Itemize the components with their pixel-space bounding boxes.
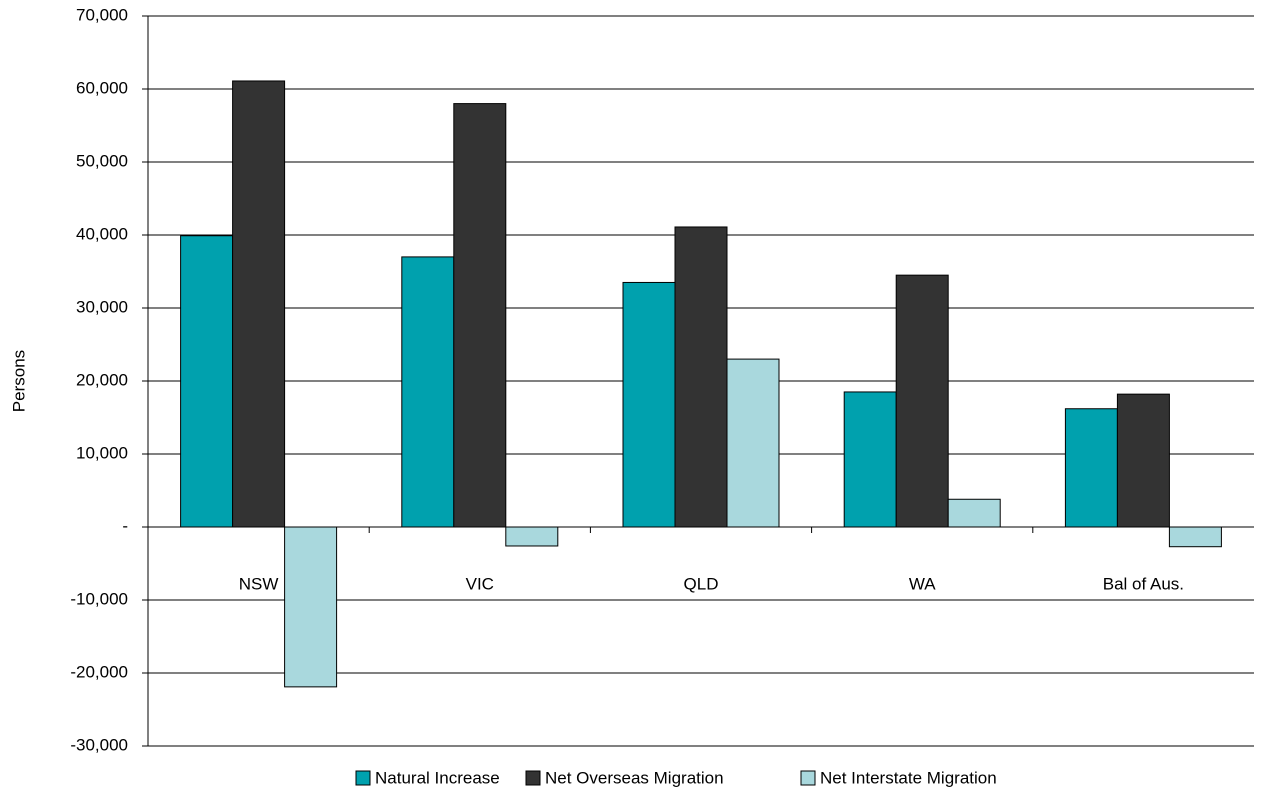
bar bbox=[622, 281, 676, 528]
bar bbox=[1168, 526, 1222, 548]
bar bbox=[1116, 393, 1170, 528]
x-tick-label: VIC bbox=[466, 574, 494, 593]
x-tick-label: NSW bbox=[239, 574, 279, 593]
x-tick-label: QLD bbox=[684, 574, 719, 593]
bar bbox=[843, 391, 897, 528]
y-tick-label: 40,000 bbox=[76, 224, 128, 243]
bar bbox=[726, 358, 780, 528]
legend-swatch bbox=[525, 770, 541, 786]
y-tick-label: 50,000 bbox=[76, 151, 128, 170]
bar bbox=[505, 526, 559, 547]
y-tick-label: 60,000 bbox=[76, 78, 128, 97]
bar bbox=[232, 80, 286, 528]
legend-label: Net Interstate Migration bbox=[820, 768, 997, 787]
bar bbox=[180, 235, 234, 528]
bar bbox=[401, 256, 455, 528]
legend-label: Net Overseas Migration bbox=[545, 768, 724, 787]
bar bbox=[1064, 408, 1118, 528]
y-tick-label: 20,000 bbox=[76, 370, 128, 389]
legend-label: Natural Increase bbox=[375, 768, 500, 787]
y-tick-label: 70,000 bbox=[76, 5, 128, 24]
y-tick-label: 30,000 bbox=[76, 297, 128, 316]
legend-swatch bbox=[355, 770, 371, 786]
y-tick-label: -30,000 bbox=[70, 735, 128, 754]
legend-swatch bbox=[800, 770, 816, 786]
y-tick-label: -20,000 bbox=[70, 662, 128, 681]
bar bbox=[947, 498, 1001, 528]
bar bbox=[284, 526, 338, 688]
y-tick-label: - bbox=[122, 516, 128, 535]
x-tick-label: WA bbox=[909, 574, 936, 593]
x-tick-label: Bal of Aus. bbox=[1103, 574, 1184, 593]
y-axis-label: Persons bbox=[9, 350, 28, 412]
y-tick-label: -10,000 bbox=[70, 589, 128, 608]
bar bbox=[674, 226, 728, 528]
bar bbox=[895, 274, 949, 528]
y-tick-label: 10,000 bbox=[76, 443, 128, 462]
bar bbox=[453, 103, 507, 528]
